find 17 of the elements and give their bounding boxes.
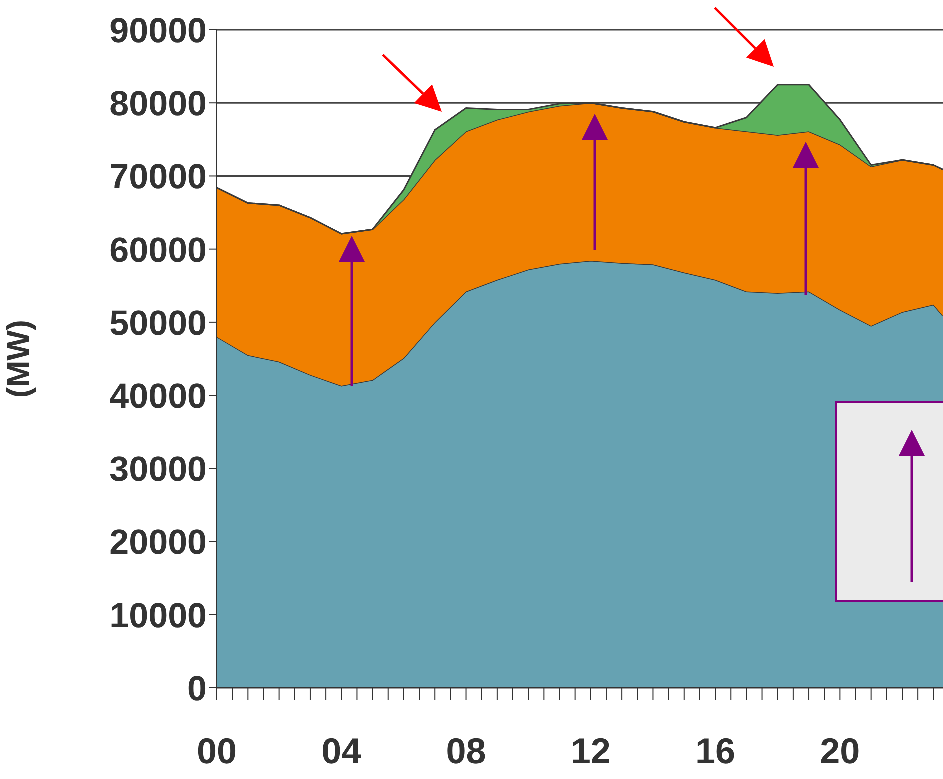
y-tick-label: 20000 xyxy=(110,523,207,562)
x-tick-label: 12 xyxy=(570,730,611,772)
y-tick-label: 90000 xyxy=(110,11,207,50)
y-tick-label: 30000 xyxy=(110,450,207,490)
x-tick-label: 08 xyxy=(446,730,486,772)
y-tick-label: 60000 xyxy=(110,230,207,270)
y-tick-label: 80000 xyxy=(110,84,207,124)
x-tick-label: 00 xyxy=(196,730,238,772)
y-tick-label: 0 xyxy=(188,669,207,708)
x-tick-label: 04 xyxy=(322,730,362,772)
y-axis-title: (MW) xyxy=(0,320,36,398)
y-tick-label: 70000 xyxy=(110,158,207,197)
y-tick-label: 10000 xyxy=(110,596,207,636)
x-tick-label: 20 xyxy=(820,730,860,772)
x-tick-label: 16 xyxy=(696,730,736,772)
y-tick-label: 50000 xyxy=(110,304,207,343)
y-tick-label: 40000 xyxy=(110,376,207,416)
